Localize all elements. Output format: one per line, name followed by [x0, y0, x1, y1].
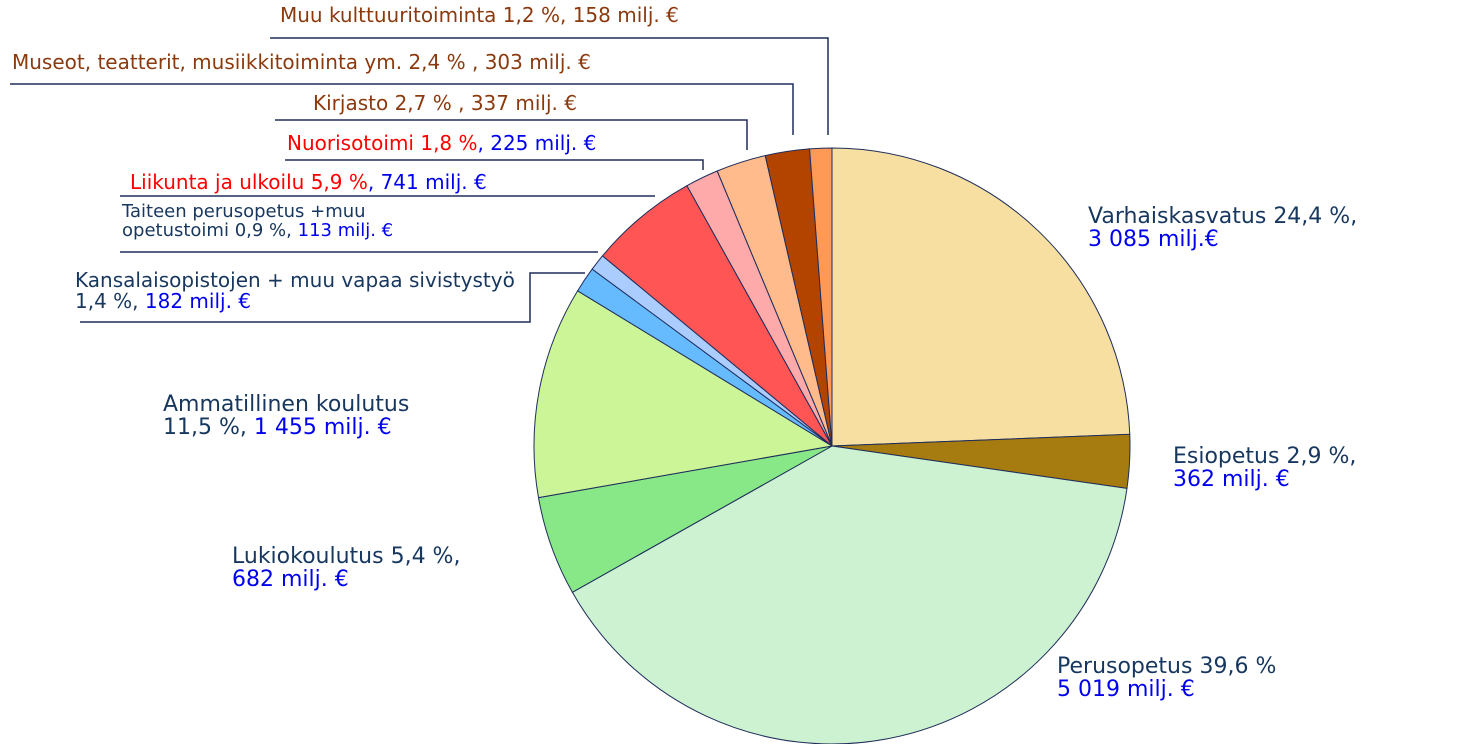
slice-label: Esiopetus 2,9 %, 362 milj. €: [1173, 445, 1460, 491]
pie-slice: [571, 445, 1128, 744]
pie-slice: [809, 147, 833, 447]
amount-label: 303 milj. €: [484, 50, 591, 74]
amount-label: 337 milj. €: [470, 91, 577, 115]
slice-label: Taiteen perusopetus +muu opetustoimi 0,9…: [122, 201, 422, 241]
slice-label: Ammatillinen koulutus 11,5 %, 1 455 milj…: [163, 393, 523, 439]
slice-label: Liikunta ja ulkoilu 5,9 %, 741 milj. €: [130, 172, 730, 193]
slice-label: Nuorisotoimi 1,8 %, 225 milj. €: [287, 133, 787, 154]
slice-label: Varhaiskasvatus 24,4 %, 3 085 milj.€: [1088, 205, 1458, 251]
value-label: 1,4 %,: [75, 289, 139, 313]
leader-line: [285, 159, 704, 170]
value-label: 1,8 %: [420, 131, 478, 155]
value-label: 5,4 %,: [390, 544, 461, 569]
amount-label: 5 019 milj. €: [1057, 677, 1195, 703]
amount-label: 362 milj. €: [1173, 467, 1290, 493]
category-label: Perusopetus: [1057, 654, 1193, 679]
value-label: 2,4 % ,: [408, 50, 479, 74]
amount-label: 682 milj. €: [232, 567, 349, 593]
value-label: 2,9 %,: [1286, 444, 1357, 469]
category-label: Taiteen perusopetus +muu opetustoimi: [122, 201, 366, 241]
value-label: 24,4 %,: [1273, 204, 1358, 229]
category-label: Museot, teatterit, musiikkitoiminta ym.: [12, 50, 403, 74]
slice-label: Muu kulttuuritoiminta 1,2 %, 158 milj. €: [280, 5, 980, 26]
value-label: 0,9 %,: [234, 219, 292, 241]
category-label: Kansalaisopistojen + muu vapaa sivistyst…: [75, 268, 515, 292]
amount-label: 1 455 milj. €: [253, 415, 392, 441]
category-label: Muu kulttuuritoiminta: [280, 3, 497, 27]
leader-line: [80, 272, 585, 323]
value-label: 1,2 %,: [502, 3, 567, 27]
category-label: Varhaiskasvatus: [1088, 204, 1267, 229]
amount-label: , 741 milj. €: [367, 170, 487, 194]
amount-label: 182 milj. €: [144, 289, 252, 313]
category-label: Nuorisotoimi: [287, 131, 414, 155]
amount-label: 158 milj. €: [572, 3, 679, 27]
category-label: Esiopetus: [1173, 444, 1280, 469]
slice-label: Kansalaisopistojen + muu vapaa sivistyst…: [75, 270, 525, 312]
pie-slice: [533, 290, 834, 499]
slice-label: Perusopetus 39,6 % 5 019 milj. €: [1057, 655, 1357, 701]
pie-slice: [831, 147, 1131, 447]
value-label: 2,7 % ,: [394, 91, 465, 115]
value-label: 5,9 %: [310, 170, 368, 194]
category-label: Ammatillinen koulutus: [163, 392, 410, 417]
leader-line: [10, 83, 794, 135]
category-label: Lukiokoulutus: [232, 544, 384, 569]
leader-line: [275, 119, 748, 150]
amount-label: 113 milj. €: [297, 219, 394, 241]
category-label: Kirjasto: [313, 91, 389, 115]
value-label: 39,6 %: [1199, 654, 1277, 679]
slice-label: Museot, teatterit, musiikkitoiminta ym. …: [12, 52, 912, 73]
amount-label: , 225 milj. €: [477, 131, 597, 155]
slice-label: Kirjasto 2,7 % , 337 milj. €: [313, 93, 813, 114]
category-label: Liikunta ja ulkoilu: [130, 170, 305, 194]
leader-line: [270, 37, 829, 135]
amount-label: 3 085 milj.€: [1088, 227, 1219, 253]
slice-label: Lukiokoulutus 5,4 %, 682 milj. €: [232, 545, 562, 591]
value-label: 11,5 %,: [163, 415, 247, 441]
